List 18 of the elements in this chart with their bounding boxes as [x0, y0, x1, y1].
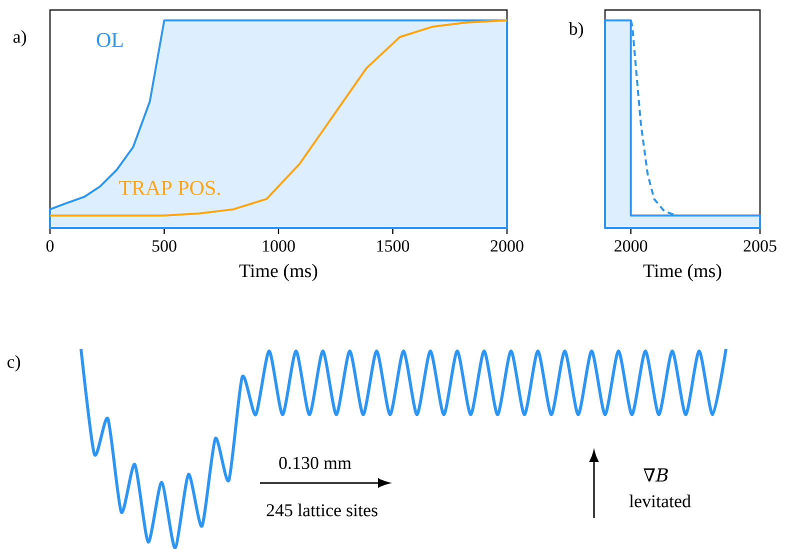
annotation: 245 lattice sites [266, 504, 378, 516]
x-tick-label: 500 [152, 240, 176, 252]
x-tick-label: 2000 [490, 240, 524, 252]
chart-title: c) [8, 355, 20, 372]
x-axis-title: Time (ms) [643, 264, 722, 282]
chart-title: b) [568, 22, 584, 39]
x-tick-label: 1500 [377, 240, 410, 252]
series-label: TRAP POS. [119, 180, 220, 196]
x-tick-label: 2000 [614, 240, 648, 252]
x-tick-label: 1000 [262, 240, 295, 252]
series-label: OL [96, 32, 123, 48]
annotation: ∇B [644, 468, 668, 482]
annotation: 0.130 mm [279, 456, 352, 470]
x-tick-label: 2005 [744, 240, 776, 252]
annotation: levitated [629, 494, 691, 508]
x-tick-label: 0 [46, 240, 54, 252]
chart-title: a) [13, 30, 26, 47]
x-axis-title: Time (ms) [239, 264, 318, 282]
